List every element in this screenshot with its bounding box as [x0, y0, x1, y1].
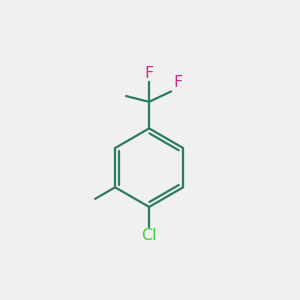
- Text: F: F: [173, 75, 182, 90]
- Text: F: F: [145, 66, 154, 81]
- Text: Cl: Cl: [141, 228, 157, 243]
